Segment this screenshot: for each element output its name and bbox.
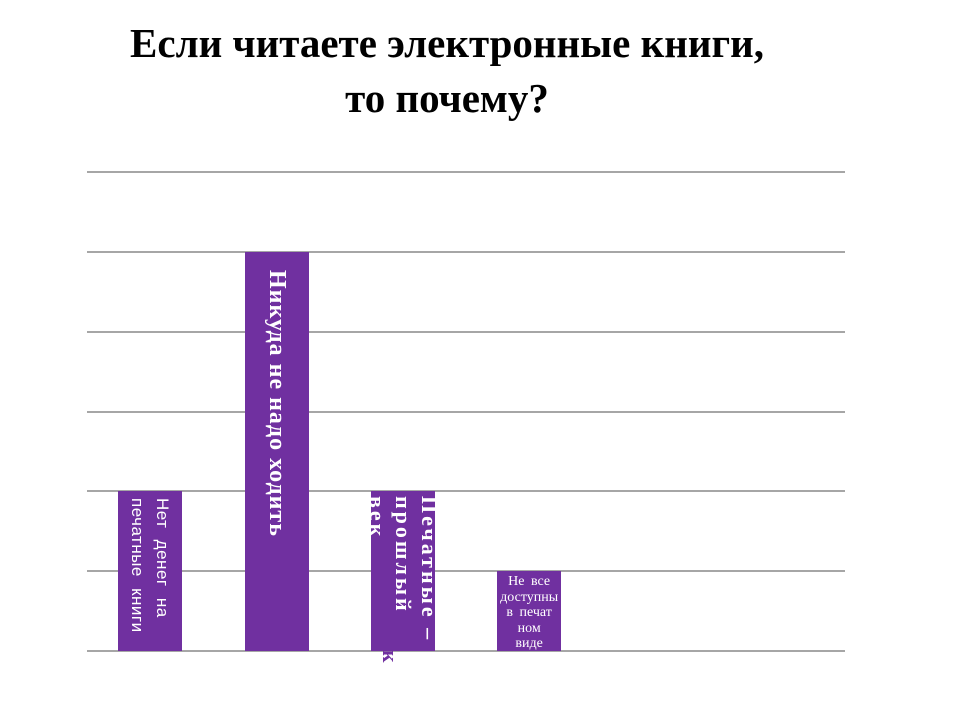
slide-title: Если читаете электронные книги, то почем… xyxy=(130,20,764,121)
bar-label: Печатные – прошлый век xyxy=(370,496,435,643)
gridline xyxy=(87,171,845,173)
bar-chart: Нет денег на печатные книги Никуда не над… xyxy=(87,171,845,666)
gridline xyxy=(87,250,845,253)
bar-label: Не все доступны в печат ном виде xyxy=(500,574,559,651)
gridline xyxy=(87,650,845,652)
bar: Никуда не надо ходить xyxy=(244,251,309,651)
bar: Нет денег на печатные книги xyxy=(118,491,183,651)
gridline xyxy=(87,410,845,413)
bar-label: Никуда не надо ходить xyxy=(264,269,290,537)
bar-label-overflow: Печатные – прошлый век xyxy=(371,651,435,681)
gridline xyxy=(87,570,845,573)
bar: Не все доступны в печат ном виде xyxy=(497,571,562,651)
gridline xyxy=(87,490,845,493)
gridline xyxy=(87,330,845,333)
bar: Печатные – прошлый век xyxy=(370,491,435,651)
bar-label: Нет денег на печатные книги xyxy=(128,498,173,633)
bar-label-overflow-text: Печатные – прошлый век xyxy=(377,651,429,666)
